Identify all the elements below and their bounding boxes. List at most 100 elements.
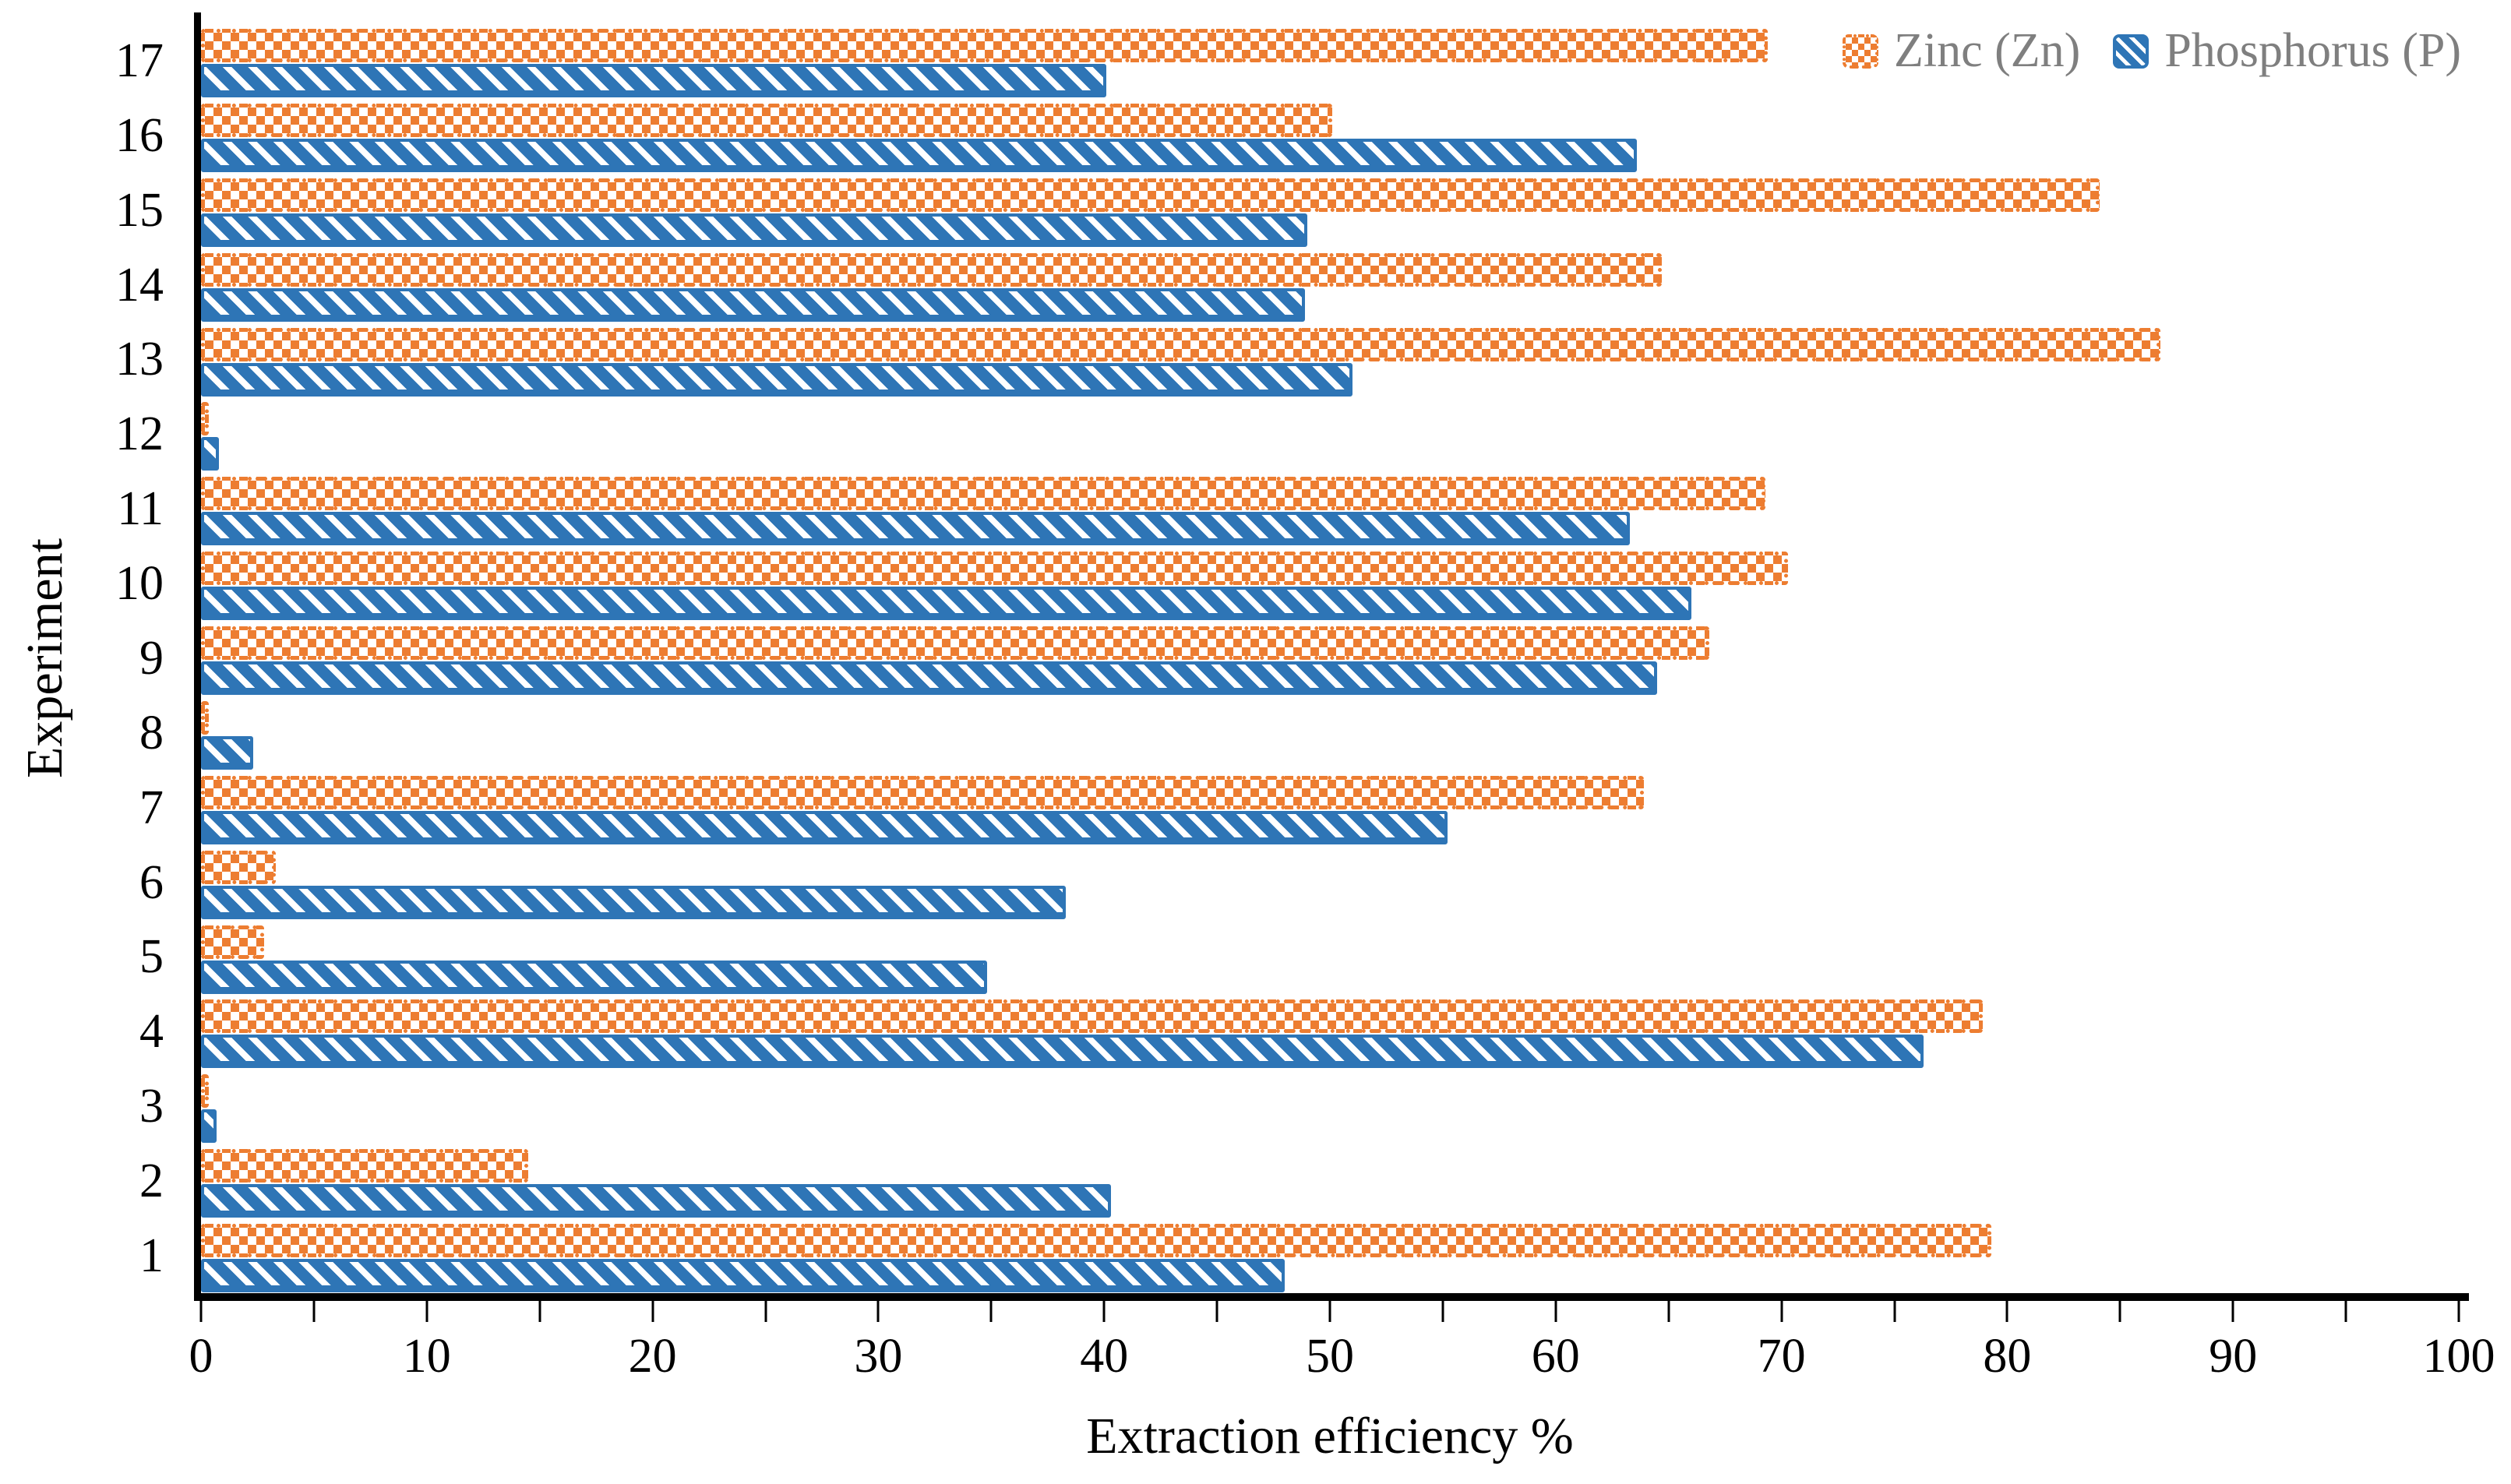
x-tick-65 xyxy=(1667,1301,1670,1322)
zinc-pattern-swatch-icon xyxy=(1843,33,1879,69)
y-tick-label-12: 12 xyxy=(115,407,164,461)
experiment-row-11 xyxy=(201,471,2459,546)
x-tick-85 xyxy=(2118,1301,2121,1322)
bar-phosphorus-exp-13 xyxy=(201,362,1352,397)
x-tick-20 xyxy=(651,1301,654,1322)
experiment-row-2 xyxy=(201,1144,2459,1218)
experiment-row-12 xyxy=(201,397,2459,471)
experiment-row-13 xyxy=(201,323,2459,397)
x-tick-35 xyxy=(989,1301,993,1322)
plot-area: 0 10 20 30 40 50 60 70 80 90 100 xyxy=(189,12,2495,1380)
y-tick-label-13: 13 xyxy=(115,333,164,386)
bar-phosphorus-exp-6 xyxy=(201,885,1066,919)
bar-phosphorus-exp-12 xyxy=(201,437,220,471)
experiment-row-17 xyxy=(201,23,2459,98)
legend-label-zinc: Zinc (Zn) xyxy=(1894,24,2081,77)
bar-phosphorus-exp-14 xyxy=(201,287,1306,322)
bar-zinc-exp-12 xyxy=(201,402,209,436)
bar-phosphorus-exp-5 xyxy=(201,960,987,994)
x-tick-label-60: 60 xyxy=(1531,1330,1580,1383)
bar-zinc-exp-3 xyxy=(201,1074,209,1109)
y-axis-line xyxy=(194,12,201,1301)
x-tick-95 xyxy=(2344,1301,2347,1322)
bar-phosphorus-exp-3 xyxy=(201,1109,217,1144)
bar-zinc-exp-7 xyxy=(201,775,1644,809)
x-tick-70 xyxy=(1780,1301,1783,1322)
bar-zinc-exp-14 xyxy=(201,252,1662,287)
experiment-row-7 xyxy=(201,770,2459,845)
y-tick-label-6: 6 xyxy=(139,855,164,909)
experiment-row-5 xyxy=(201,920,2459,995)
y-tick-label-11: 11 xyxy=(117,482,164,536)
legend-label-phosphorus: Phosphorus (P) xyxy=(2164,24,2461,77)
y-tick-label-4: 4 xyxy=(139,1005,164,1059)
y-tick-label-9: 9 xyxy=(139,631,164,685)
legend-item-zinc: Zinc (Zn) xyxy=(1843,23,2080,79)
y-tick-label-7: 7 xyxy=(139,781,164,834)
x-axis-line xyxy=(194,1293,2469,1301)
x-tick-label-70: 70 xyxy=(1757,1330,1806,1383)
bar-zinc-exp-17 xyxy=(201,29,1769,62)
bar-zinc-exp-2 xyxy=(201,1149,529,1183)
x-tick-label-40: 40 xyxy=(1080,1330,1129,1383)
experiment-row-10 xyxy=(201,546,2459,621)
y-tick-label-10: 10 xyxy=(115,557,164,611)
bar-phosphorus-exp-17 xyxy=(201,64,1107,97)
y-tick-label-16: 16 xyxy=(115,108,164,162)
x-tick-30 xyxy=(876,1301,880,1322)
x-tick-60 xyxy=(1554,1301,1557,1322)
bar-phosphorus-exp-8 xyxy=(201,735,253,770)
phosphorus-pattern-swatch-icon xyxy=(2113,33,2150,69)
experiment-row-16 xyxy=(201,98,2459,173)
x-tick-label-80: 80 xyxy=(1983,1330,2032,1383)
x-tick-0 xyxy=(199,1301,203,1322)
y-tick-label-2: 2 xyxy=(139,1154,164,1208)
x-tick-label-10: 10 xyxy=(402,1330,451,1383)
bar-zinc-exp-13 xyxy=(201,327,2161,361)
y-tick-label-14: 14 xyxy=(115,258,164,312)
y-tick-label-15: 15 xyxy=(115,183,164,237)
y-tick-label-5: 5 xyxy=(139,930,164,984)
y-tick-label-8: 8 xyxy=(139,706,164,760)
experiment-row-8 xyxy=(201,696,2459,770)
x-tick-label-30: 30 xyxy=(854,1330,903,1383)
experiment-row-3 xyxy=(201,1069,2459,1144)
bar-phosphorus-exp-11 xyxy=(201,512,1631,546)
x-axis-title: Extraction efficiency % xyxy=(1086,1408,1574,1465)
bar-phosphorus-exp-9 xyxy=(201,661,1658,695)
y-tick-label-3: 3 xyxy=(139,1080,164,1133)
y-axis-tick-labels: 17 16 15 14 13 12 11 10 9 8 7 6 5 4 3 2 1 xyxy=(23,23,164,1293)
bar-phosphorus-exp-1 xyxy=(201,1259,1285,1292)
bar-phosphorus-exp-4 xyxy=(201,1035,1924,1069)
bar-phosphorus-exp-15 xyxy=(201,213,1308,247)
bar-phosphorus-exp-2 xyxy=(201,1184,1111,1218)
y-tick-label-17: 17 xyxy=(115,33,164,87)
bar-zinc-exp-4 xyxy=(201,999,1983,1034)
legend-item-phosphorus: Phosphorus (P) xyxy=(2113,23,2461,79)
x-tick-90 xyxy=(2231,1301,2234,1322)
bar-zinc-exp-15 xyxy=(201,178,2100,212)
legend: Zinc (Zn) Phosphorus (P) xyxy=(1843,23,2461,79)
x-tick-5 xyxy=(312,1301,316,1322)
bar-zinc-exp-5 xyxy=(201,925,265,959)
x-axis-ticks: 0 10 20 30 40 50 60 70 80 90 100 xyxy=(189,1301,2495,1402)
bar-zinc-exp-9 xyxy=(201,626,1709,660)
bar-zinc-exp-16 xyxy=(201,103,1332,137)
x-tick-25 xyxy=(764,1301,767,1322)
x-tick-55 xyxy=(1441,1301,1444,1322)
bar-zinc-exp-10 xyxy=(201,552,1789,586)
x-tick-75 xyxy=(1893,1301,1896,1322)
x-tick-10 xyxy=(425,1301,428,1322)
experiment-row-15 xyxy=(201,173,2459,248)
y-tick-label-1: 1 xyxy=(139,1228,164,1282)
experiment-row-9 xyxy=(201,621,2459,696)
x-tick-label-20: 20 xyxy=(628,1330,677,1383)
x-tick-label-50: 50 xyxy=(1306,1330,1354,1383)
experiment-row-6 xyxy=(201,845,2459,920)
x-tick-40 xyxy=(1102,1301,1106,1322)
bar-rows xyxy=(201,23,2459,1293)
bar-phosphorus-exp-7 xyxy=(201,810,1448,844)
bar-zinc-exp-8 xyxy=(201,700,209,735)
x-tick-100 xyxy=(2457,1301,2460,1322)
experiment-row-1 xyxy=(201,1218,2459,1293)
